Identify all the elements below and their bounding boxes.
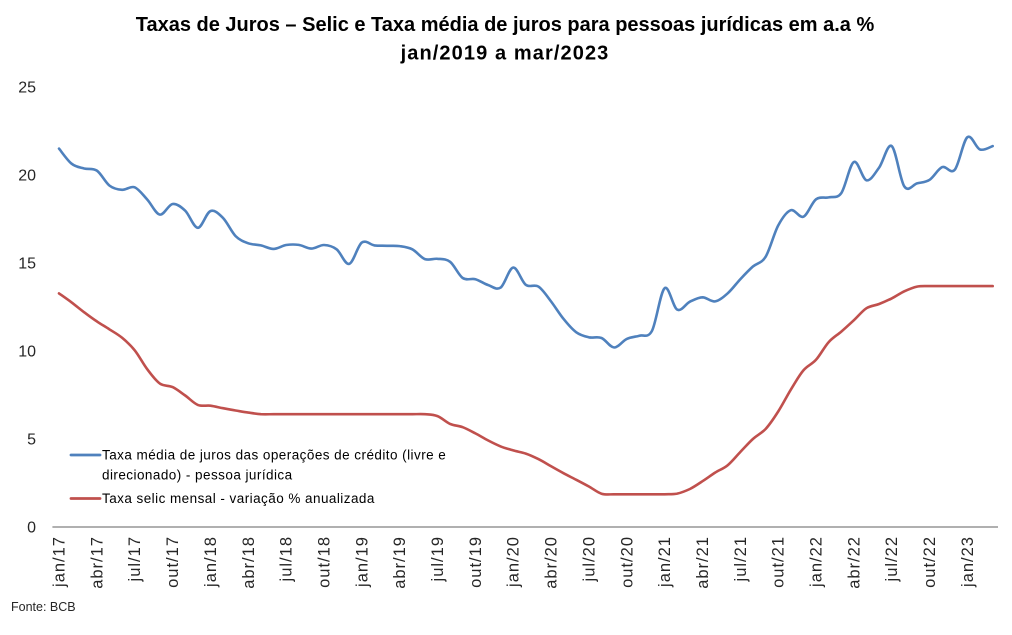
svg-text:direcionado) - pessoa jurídica: direcionado) - pessoa jurídica <box>102 468 293 483</box>
svg-text:25: 25 <box>18 80 36 97</box>
svg-text:abr/17: abr/17 <box>88 536 106 589</box>
svg-text:jan/21: jan/21 <box>656 536 674 588</box>
svg-text:jul/21: jul/21 <box>732 536 750 582</box>
svg-text:Taxa média de juros das operaç: Taxa média de juros das operações de cré… <box>102 448 446 463</box>
svg-text:jul/22: jul/22 <box>883 536 901 582</box>
svg-text:abr/21: abr/21 <box>694 536 712 589</box>
svg-text:jan/19: jan/19 <box>353 536 371 588</box>
svg-text:jan/23: jan/23 <box>959 536 977 588</box>
svg-text:abr/20: abr/20 <box>543 536 561 589</box>
svg-text:jan/2019 a mar/2023: jan/2019 a mar/2023 <box>400 43 610 65</box>
svg-text:Taxa selic mensal - variação %: Taxa selic mensal - variação % anualizad… <box>102 491 375 506</box>
svg-text:abr/19: abr/19 <box>391 536 409 589</box>
svg-text:out/19: out/19 <box>467 536 485 588</box>
svg-text:jan/18: jan/18 <box>202 536 220 588</box>
svg-text:out/22: out/22 <box>921 536 939 588</box>
svg-text:abr/22: abr/22 <box>845 536 863 589</box>
svg-text:abr/18: abr/18 <box>240 536 258 589</box>
svg-text:20: 20 <box>18 168 36 185</box>
svg-text:out/20: out/20 <box>618 536 636 588</box>
svg-text:jul/19: jul/19 <box>429 536 447 582</box>
svg-text:Fonte: BCB: Fonte: BCB <box>11 600 76 614</box>
svg-text:out/17: out/17 <box>164 536 182 588</box>
svg-text:jul/18: jul/18 <box>278 536 296 582</box>
svg-text:jul/17: jul/17 <box>126 536 144 582</box>
svg-text:10: 10 <box>18 344 36 361</box>
svg-text:jan/22: jan/22 <box>808 536 826 588</box>
svg-text:out/21: out/21 <box>770 536 788 588</box>
svg-text:5: 5 <box>27 432 36 449</box>
svg-text:Taxas de Juros – Selic e Taxa: Taxas de Juros – Selic e Taxa média de j… <box>136 14 875 36</box>
svg-text:0: 0 <box>27 520 36 537</box>
svg-text:out/18: out/18 <box>316 536 334 588</box>
svg-text:jan/17: jan/17 <box>51 536 69 588</box>
svg-text:15: 15 <box>18 256 36 273</box>
svg-text:jul/20: jul/20 <box>580 536 598 582</box>
svg-text:jan/20: jan/20 <box>505 536 523 588</box>
